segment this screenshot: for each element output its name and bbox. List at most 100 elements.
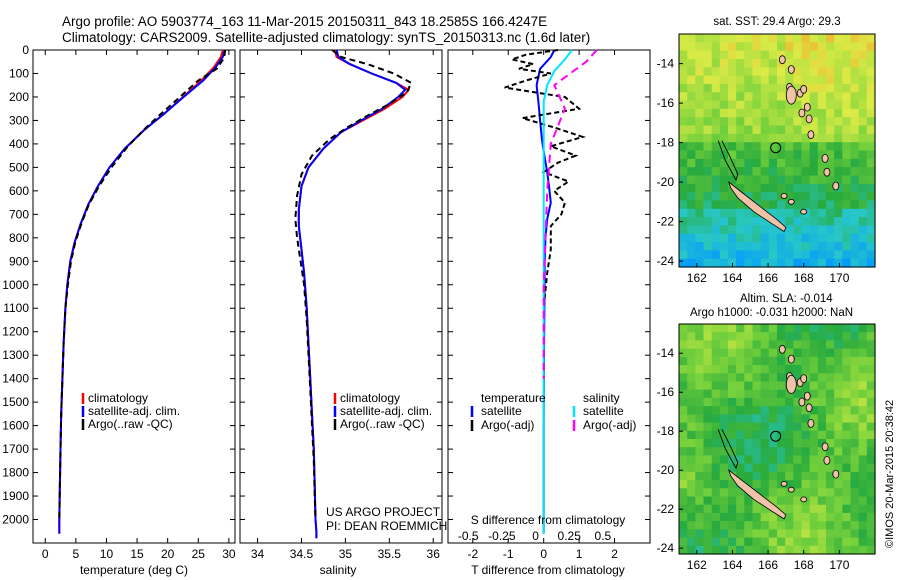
map-cell: [858, 365, 868, 374]
legend-label: climatology: [340, 391, 400, 405]
map-cell: [768, 92, 778, 102]
map-cell: [801, 59, 811, 68]
map-cell: [817, 430, 827, 440]
map-cell: [760, 42, 770, 52]
map-cell: [777, 397, 786, 407]
map-cell: [744, 340, 754, 350]
map-cell: [801, 365, 811, 374]
map-cell: [785, 439, 794, 448]
map-cell: [711, 455, 721, 465]
map-cell: [728, 496, 737, 506]
map-cell: [826, 324, 835, 333]
map-cell: [695, 250, 705, 260]
map-cell: [736, 34, 745, 43]
temperature-axes-frame: [32, 49, 236, 544]
map-cell: [752, 545, 762, 555]
map-cell: [711, 225, 721, 235]
map-cell: [866, 100, 876, 110]
map-cell: [834, 422, 843, 432]
map-cell: [842, 406, 852, 415]
map-cell: [850, 175, 860, 185]
map-cell: [809, 332, 819, 341]
map-cell: [728, 100, 737, 110]
map-cell: [866, 192, 876, 201]
map-cell: [858, 34, 868, 43]
map-cell: [728, 324, 737, 333]
map-cell: [719, 406, 729, 415]
map-cell: [695, 381, 705, 391]
map-cell: [785, 258, 794, 268]
y-tick-label: -20: [657, 175, 675, 189]
map-cell: [687, 67, 696, 77]
map-cell: [719, 529, 729, 539]
map-cell: [719, 83, 729, 93]
map-cell: [809, 133, 819, 143]
map-cell: [817, 529, 827, 539]
map-cell: [703, 381, 713, 391]
map-cell: [793, 463, 803, 473]
map-cell: [687, 183, 696, 193]
map-cell: [858, 100, 868, 110]
map-cell: [850, 34, 860, 43]
x-tick-label: 164: [722, 271, 742, 285]
map-cell: [777, 117, 786, 127]
y-tick-label: 2000: [2, 513, 29, 527]
map-cell: [809, 92, 819, 102]
map-cell: [809, 496, 819, 506]
map-cell: [858, 142, 868, 152]
map-cell: [695, 192, 705, 201]
map-cell: [834, 192, 843, 201]
map-cell: [679, 422, 688, 432]
map-cell: [817, 142, 827, 152]
map-cell: [695, 447, 705, 456]
map-cell: [866, 150, 876, 160]
map-cell: [826, 75, 835, 85]
map-cell: [777, 406, 786, 415]
map-cell: [777, 200, 786, 210]
map-cell: [768, 150, 778, 160]
map-cell: [768, 496, 778, 506]
map-cell: [809, 447, 819, 456]
map-cell: [752, 348, 762, 358]
map-cell: [768, 545, 778, 555]
map-cell: [752, 455, 762, 465]
map-cell: [760, 365, 770, 374]
map-cell: [826, 381, 835, 391]
map-cell: [858, 233, 868, 243]
map-cell: [834, 332, 843, 341]
map-cell: [826, 439, 835, 448]
argo-position-marker: [770, 142, 782, 154]
map-cell: [834, 373, 843, 383]
map-cell: [719, 430, 729, 440]
map-cell: [817, 406, 827, 415]
map-cell: [687, 455, 696, 465]
map-cell: [744, 430, 754, 440]
map-cell: [719, 200, 729, 210]
map-cell: [679, 455, 688, 465]
map-cell: [752, 158, 762, 168]
map-cell: [801, 406, 811, 415]
loyalty-island: [800, 208, 808, 215]
map-cell: [695, 397, 705, 407]
map-cell: [752, 108, 762, 118]
map-cell: [826, 150, 835, 160]
map-cell: [842, 125, 852, 135]
map-cell: [695, 258, 705, 268]
map-cell: [817, 324, 827, 333]
map-cell: [679, 414, 688, 424]
map-cell: [768, 258, 778, 268]
map-cell: [826, 67, 835, 77]
map-cell: [817, 150, 827, 160]
map-cell: [826, 521, 835, 530]
map-cell: [744, 34, 754, 43]
map-cell: [858, 373, 868, 383]
map-cell: [777, 439, 786, 448]
map-cell: [866, 471, 876, 481]
map-cell: [785, 537, 794, 547]
map-cell: [850, 332, 860, 341]
sla-map-frame: [678, 323, 876, 555]
map-cell: [826, 167, 835, 176]
map-cell: [760, 439, 770, 448]
map-cell: [801, 381, 811, 391]
map-cell: [826, 422, 835, 432]
